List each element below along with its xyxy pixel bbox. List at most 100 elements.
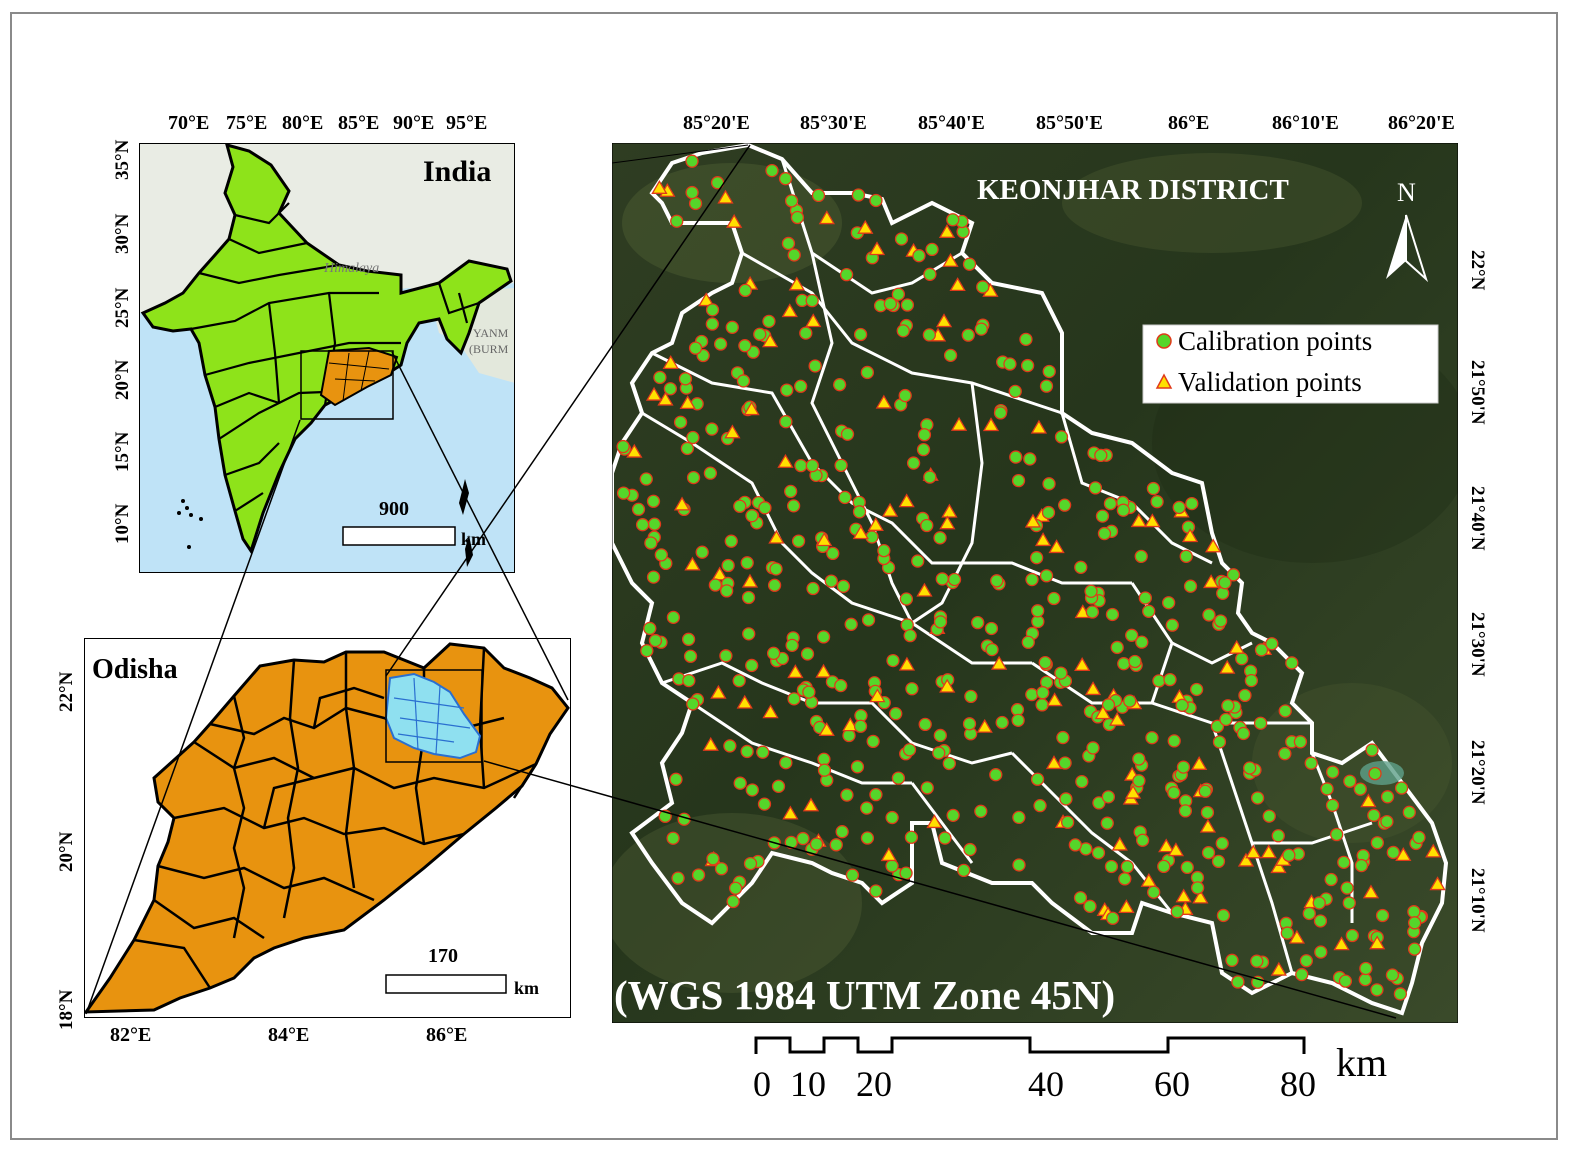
keonjhar-title: KEONJHAR DISTRICT <box>977 174 1289 206</box>
validation-point <box>976 718 993 733</box>
validation-point <box>1045 755 1063 770</box>
calibration-point <box>917 428 932 442</box>
calibration-point <box>1019 332 1033 346</box>
calibration-point <box>1250 954 1264 968</box>
north-arrow: N <box>1386 178 1429 283</box>
calibration-point <box>646 570 661 584</box>
calibration-point <box>1101 790 1116 804</box>
validation-point <box>651 180 668 194</box>
myanmar-label: YANM <box>473 326 509 340</box>
calibration-point <box>1047 591 1061 606</box>
calibration-point <box>834 678 848 693</box>
calibration-point <box>840 427 855 441</box>
validation-point <box>916 582 933 597</box>
validation-point <box>645 386 663 401</box>
validation-point <box>1204 538 1222 553</box>
calibration-point <box>802 685 816 699</box>
north-arrow-icon <box>1386 215 1406 279</box>
calibration-point <box>743 856 758 871</box>
india-lon-tick: 70°E <box>168 112 210 134</box>
calibration-point <box>826 546 840 561</box>
calibration-point <box>1165 618 1179 632</box>
validation-point <box>1369 935 1386 950</box>
calibration-point <box>1073 891 1088 905</box>
calibration-point <box>869 787 883 802</box>
calibration-point-icon <box>1156 333 1172 349</box>
calibration-point <box>817 763 832 777</box>
calibration-point <box>1285 656 1299 670</box>
calibration-point <box>860 831 875 845</box>
calibration-point <box>933 615 948 629</box>
calibration-point <box>964 689 978 704</box>
calibration-point <box>1238 688 1252 703</box>
validation-point <box>1288 929 1306 944</box>
calibration-point <box>923 267 937 281</box>
himalaya-label: Himalaya <box>323 261 379 276</box>
calibration-point <box>905 682 919 696</box>
calibration-point <box>1312 896 1326 910</box>
calibration-point <box>779 756 793 770</box>
validation-point <box>942 252 959 267</box>
validation-point <box>935 313 953 328</box>
calibration-point <box>1106 911 1120 925</box>
calibration-point <box>779 415 793 429</box>
calibration-point <box>974 322 988 336</box>
calibration-point <box>925 242 939 257</box>
calibration-point <box>1412 830 1426 845</box>
calibration-point <box>899 866 913 880</box>
calibration-point <box>1359 961 1373 976</box>
calibration-point <box>705 317 719 331</box>
calibration-point <box>1128 654 1142 669</box>
calibration-point <box>706 852 720 866</box>
calibration-point <box>839 267 854 282</box>
calibration-point <box>1025 572 1039 587</box>
validation-point <box>1260 844 1277 859</box>
calibration-point <box>1218 576 1232 590</box>
calibration-point <box>1314 945 1328 959</box>
validation-point <box>857 219 874 234</box>
odisha-lon-tick: 86°E <box>426 1024 468 1046</box>
calibration-point <box>669 772 683 786</box>
calibration-point <box>932 746 946 760</box>
calibration-point <box>1393 987 1408 1001</box>
validation-point <box>787 664 804 679</box>
calibration-point <box>989 768 1003 782</box>
odisha-lon-tick: 84°E <box>268 1024 310 1046</box>
validation-point <box>711 566 728 581</box>
validation-point <box>805 313 822 328</box>
validation-point <box>761 333 779 348</box>
calibration-point <box>1075 774 1089 789</box>
calibration-point <box>685 185 699 200</box>
calibration-point <box>1057 498 1072 512</box>
calibration-point <box>916 442 931 457</box>
calibration-point <box>1189 682 1204 697</box>
odisha-scale-unit: km <box>514 978 539 998</box>
calibration-point <box>1118 872 1132 886</box>
calibration-point <box>631 502 646 516</box>
india-title: India <box>423 155 491 188</box>
validation-point <box>1237 852 1255 867</box>
calibration-point <box>1094 448 1108 463</box>
reservoir <box>1360 761 1404 785</box>
calibration-point <box>653 370 667 385</box>
validation-point <box>990 655 1008 670</box>
validation-point <box>938 224 956 238</box>
calibration-point <box>1123 694 1137 708</box>
calibration-point <box>1295 967 1309 982</box>
calibration-point <box>942 756 956 771</box>
keonjhar-main-map: KEONJHAR DISTRICT N Calibration points V… <box>612 143 1458 1023</box>
validation-point <box>1030 419 1048 434</box>
calibration-point <box>885 810 899 825</box>
calibration-point <box>922 328 936 342</box>
calibration-point <box>1343 774 1357 788</box>
calibration-point <box>1163 672 1177 687</box>
calibration-point <box>767 578 782 592</box>
calibration-point <box>740 744 754 759</box>
calibration-point <box>904 830 919 844</box>
validation-point <box>1024 513 1042 528</box>
calibration-point <box>719 649 733 663</box>
calibration-point <box>1212 735 1227 749</box>
calibration-point <box>891 771 906 785</box>
validation-point <box>1175 888 1192 903</box>
calibration-point <box>787 248 801 262</box>
